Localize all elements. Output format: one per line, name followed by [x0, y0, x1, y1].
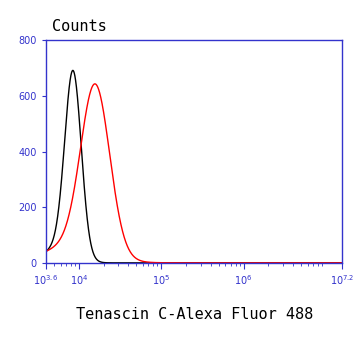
X-axis label: Tenascin C-Alexa Fluor 488: Tenascin C-Alexa Fluor 488 [76, 307, 313, 321]
Text: Counts: Counts [52, 19, 107, 34]
